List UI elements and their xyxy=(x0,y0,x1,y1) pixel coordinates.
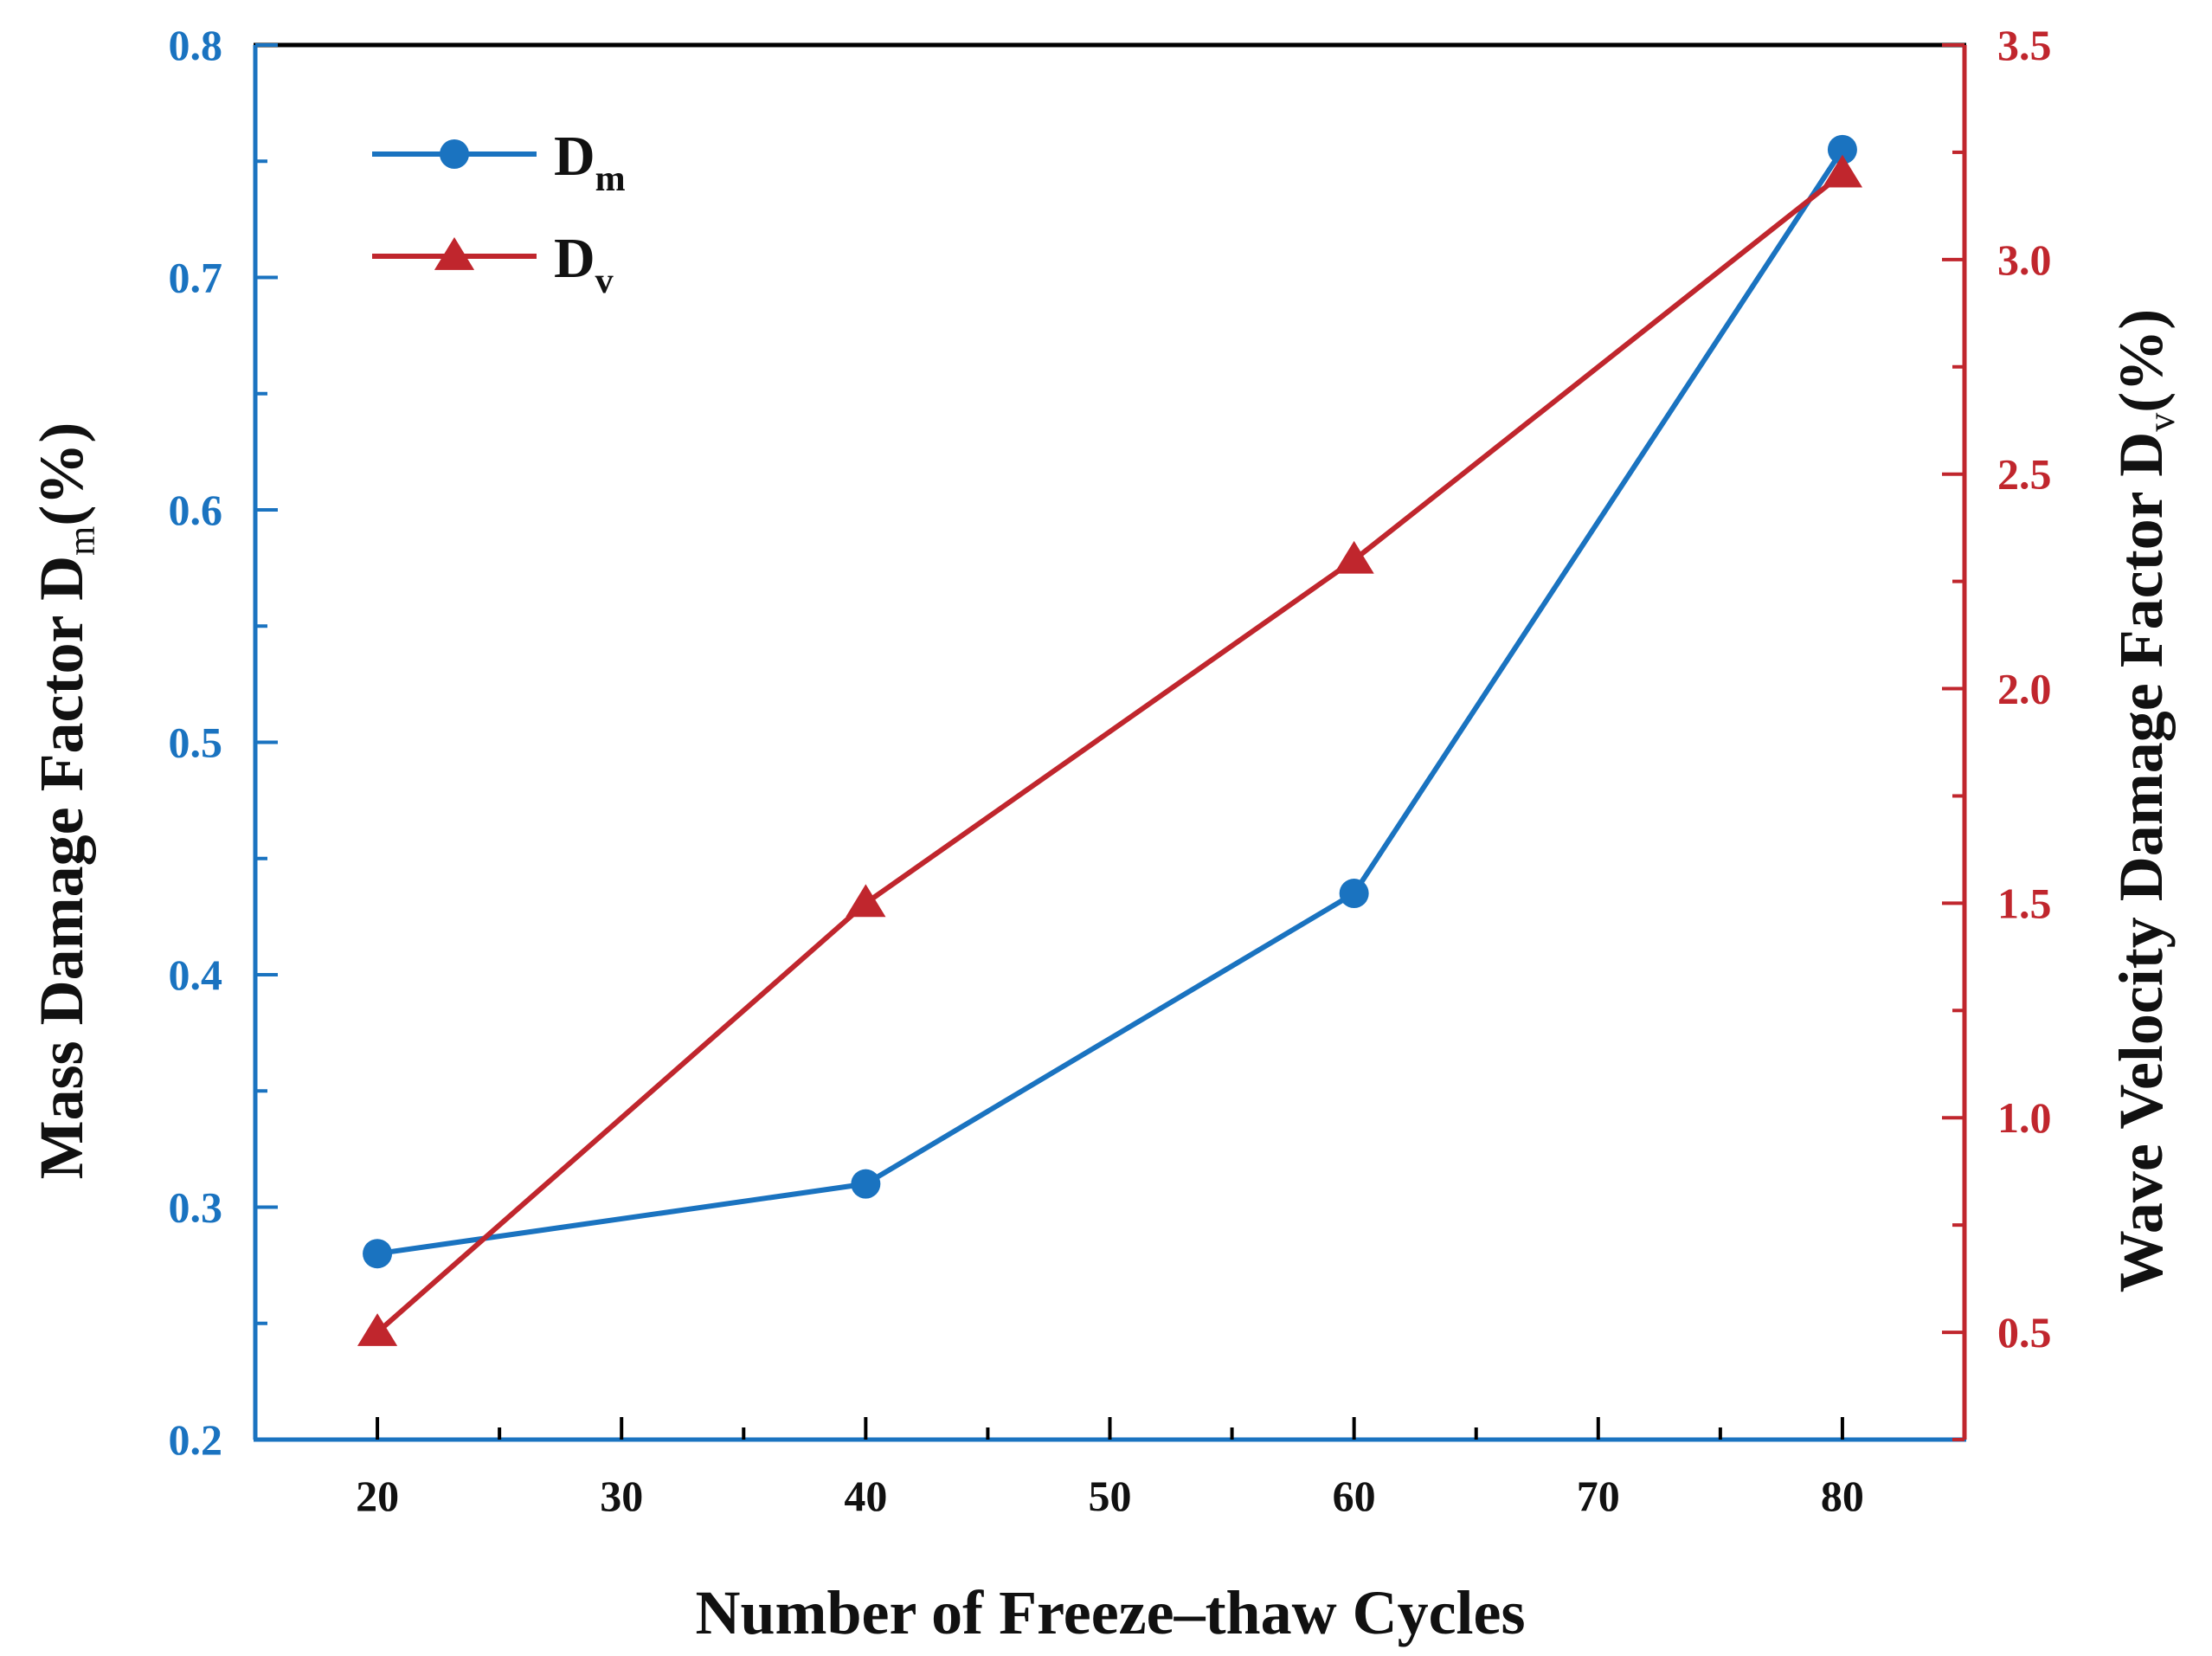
left-tick-label: 0.5 xyxy=(169,718,223,767)
data-point-dm xyxy=(1339,879,1369,909)
left-tick-label: 0.3 xyxy=(169,1183,223,1232)
left-tick-label: 0.8 xyxy=(169,21,223,69)
x-tick-label: 70 xyxy=(1577,1472,1620,1520)
legend-label-sub: m xyxy=(595,159,626,199)
x-tick-label: 80 xyxy=(1821,1472,1864,1520)
legend-label-main: D xyxy=(554,125,595,188)
data-point-dv xyxy=(846,884,886,918)
left-axis-title-tail: (%) xyxy=(27,422,96,526)
right-axis-title-tail: (%) xyxy=(2106,309,2176,413)
series-line-dv xyxy=(376,171,1844,1335)
x-axis-title: Number of Freeze–thaw Cycles xyxy=(695,1578,1525,1647)
right-tick-label: 1.5 xyxy=(1997,879,2052,927)
legend-label-main: D xyxy=(554,227,595,290)
legend-label-dv: Dv xyxy=(554,227,614,301)
x-tick-label: 20 xyxy=(356,1472,399,1520)
data-point-dv xyxy=(1334,540,1374,574)
data-point-dm xyxy=(1827,134,1857,164)
right-tick-label: 1.0 xyxy=(1997,1093,2052,1142)
left-tick-label: 0.7 xyxy=(169,254,223,302)
x-tick-label: 40 xyxy=(844,1472,887,1520)
left-axis-title: Mass Damage Factor Dm(%) xyxy=(27,422,103,1180)
right-tick-label: 2.5 xyxy=(1997,450,2052,499)
right-axis-title: Wave Velocity Damage Factor Dv(%) xyxy=(2106,309,2183,1292)
legend-marker-dm xyxy=(440,139,469,169)
right-tick-label: 0.5 xyxy=(1997,1308,2052,1356)
left-axis-title-sub: m xyxy=(61,526,103,556)
data-point-dm xyxy=(851,1169,881,1199)
series-line-dm xyxy=(376,148,1845,1257)
right-tick-label: 2.0 xyxy=(1997,665,2052,713)
legend-label-dm: Dm xyxy=(554,125,626,199)
left-tick-label: 0.2 xyxy=(169,1415,223,1464)
x-tick-label: 50 xyxy=(1089,1472,1132,1520)
left-tick-label: 0.6 xyxy=(169,486,223,534)
data-series xyxy=(357,134,1863,1346)
x-tick-label: 60 xyxy=(1333,1472,1376,1520)
right-tick-label: 3.5 xyxy=(1997,21,2052,69)
data-point-dv xyxy=(1822,154,1863,188)
left-axis-title-main: Mass Damage Factor D xyxy=(27,556,96,1180)
data-point-dm xyxy=(363,1239,393,1269)
data-point-dv xyxy=(357,1313,398,1346)
legend-marker-dv xyxy=(434,237,475,270)
right-axis-title-sub: v xyxy=(2140,413,2183,432)
right-tick-label: 3.0 xyxy=(1997,235,2052,284)
right-axis-title-main: Wave Velocity Damage Factor D xyxy=(2106,432,2176,1292)
legend-label-sub: v xyxy=(595,261,614,301)
axis-ticks: 20 30 40 50 60 70 80 0.2 0.3 0.4 0.5 0.6 0.7 0.8 0.5 1.… xyxy=(169,21,2052,1520)
left-tick-label: 0.4 xyxy=(169,950,223,999)
x-tick-label: 30 xyxy=(600,1472,643,1520)
